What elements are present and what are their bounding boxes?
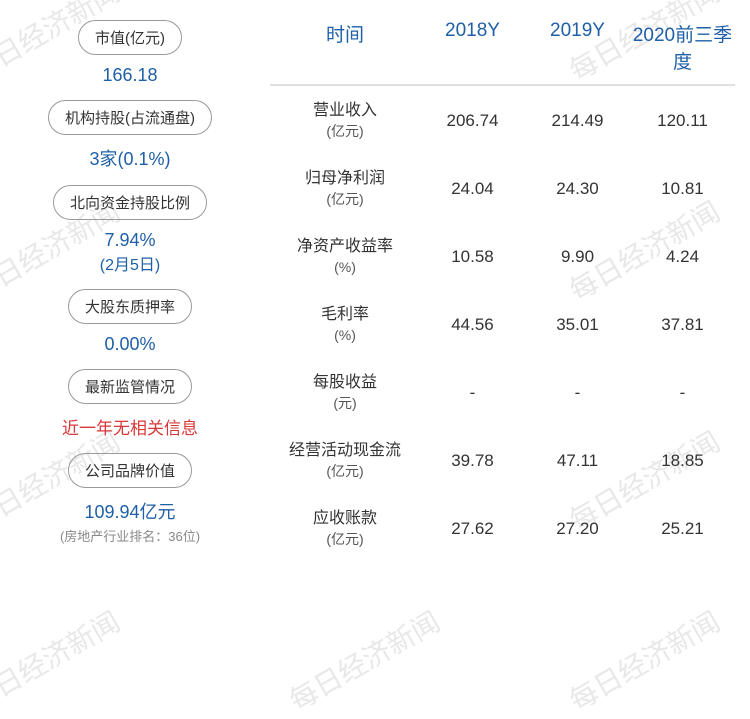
metric-value: 7.94%: [104, 230, 155, 251]
metric-label-pill: 市值(亿元): [78, 20, 182, 55]
metric-value: 3家(0.1%): [89, 145, 170, 171]
table-row-label: 净资产收益率(%): [270, 236, 420, 278]
metric-value: 0.00%: [104, 334, 155, 355]
table-cell: -: [630, 383, 735, 403]
table-cell: 24.04: [420, 179, 525, 199]
metric-rank: (房地产行业排名：36位): [60, 526, 200, 545]
metric-value-sub: (2月5日): [100, 251, 160, 275]
metric-value: 166.18: [102, 65, 157, 86]
watermark: 每日经济新闻: [561, 601, 727, 719]
table-row-label: 营业收入(亿元): [270, 100, 420, 142]
table-header-cell: 2019Y: [525, 20, 630, 74]
table-header-cell: 时间: [270, 20, 420, 74]
table-cell: 47.11: [525, 451, 630, 471]
metric-label-pill: 北向资金持股比例: [53, 185, 207, 220]
table-row: 净资产收益率(%)10.589.904.24: [270, 236, 735, 278]
metric-label-pill: 大股东质押率: [68, 289, 192, 324]
left-metrics-panel: 市值(亿元) 166.18 机构持股(占流通盘) 3家(0.1%) 北向资金持股比例 7.…: [15, 20, 245, 576]
watermark: 每日经济新闻: [0, 601, 127, 719]
table-row: 应收账款(亿元)27.6227.2025.21: [270, 508, 735, 550]
table-row-label: 应收账款(亿元): [270, 508, 420, 550]
table-cell: 25.21: [630, 519, 735, 539]
table-row: 归母净利润(亿元)24.0424.3010.81: [270, 168, 735, 210]
table-cell: 9.90: [525, 247, 630, 267]
table-row-label: 毛利率(%): [270, 304, 420, 346]
table-cell: 44.56: [420, 315, 525, 335]
table-cell: 206.74: [420, 111, 525, 131]
table-cell: 27.62: [420, 519, 525, 539]
table-cell: 4.24: [630, 247, 735, 267]
table-row-label: 归母净利润(亿元): [270, 168, 420, 210]
table-row: 每股收益(元)---: [270, 372, 735, 414]
financial-table: 时间2018Y2019Y2020前三季度 营业收入(亿元)206.74214.4…: [270, 20, 735, 576]
table-cell: 24.30: [525, 179, 630, 199]
table-cell: -: [525, 383, 630, 403]
table-cell: 18.85: [630, 451, 735, 471]
metric-label-pill: 最新监管情况: [68, 369, 192, 404]
watermark: 每日经济新闻: [281, 601, 447, 719]
table-row-label: 每股收益(元): [270, 372, 420, 414]
table-cell: 214.49: [525, 111, 630, 131]
table-cell: 120.11: [630, 111, 735, 131]
metric-value-alert: 近一年无相关信息: [62, 414, 198, 439]
metric-label-pill: 公司品牌价值: [68, 453, 192, 488]
table-cell: 10.58: [420, 247, 525, 267]
table-cell: 10.81: [630, 179, 735, 199]
table-cell: 37.81: [630, 315, 735, 335]
table-header-row: 时间2018Y2019Y2020前三季度: [270, 20, 735, 86]
table-cell: 39.78: [420, 451, 525, 471]
metric-value: 109.94亿元: [84, 498, 175, 524]
table-cell: 35.01: [525, 315, 630, 335]
table-row: 毛利率(%)44.5635.0137.81: [270, 304, 735, 346]
table-header-cell: 2018Y: [420, 20, 525, 74]
table-row: 营业收入(亿元)206.74214.49120.11: [270, 100, 735, 142]
table-row: 经营活动现金流(亿元)39.7847.1118.85: [270, 440, 735, 482]
table-row-label: 经营活动现金流(亿元): [270, 440, 420, 482]
metric-label-pill: 机构持股(占流通盘): [48, 100, 212, 135]
table-header-cell: 2020前三季度: [630, 20, 735, 74]
table-cell: -: [420, 383, 525, 403]
table-cell: 27.20: [525, 519, 630, 539]
